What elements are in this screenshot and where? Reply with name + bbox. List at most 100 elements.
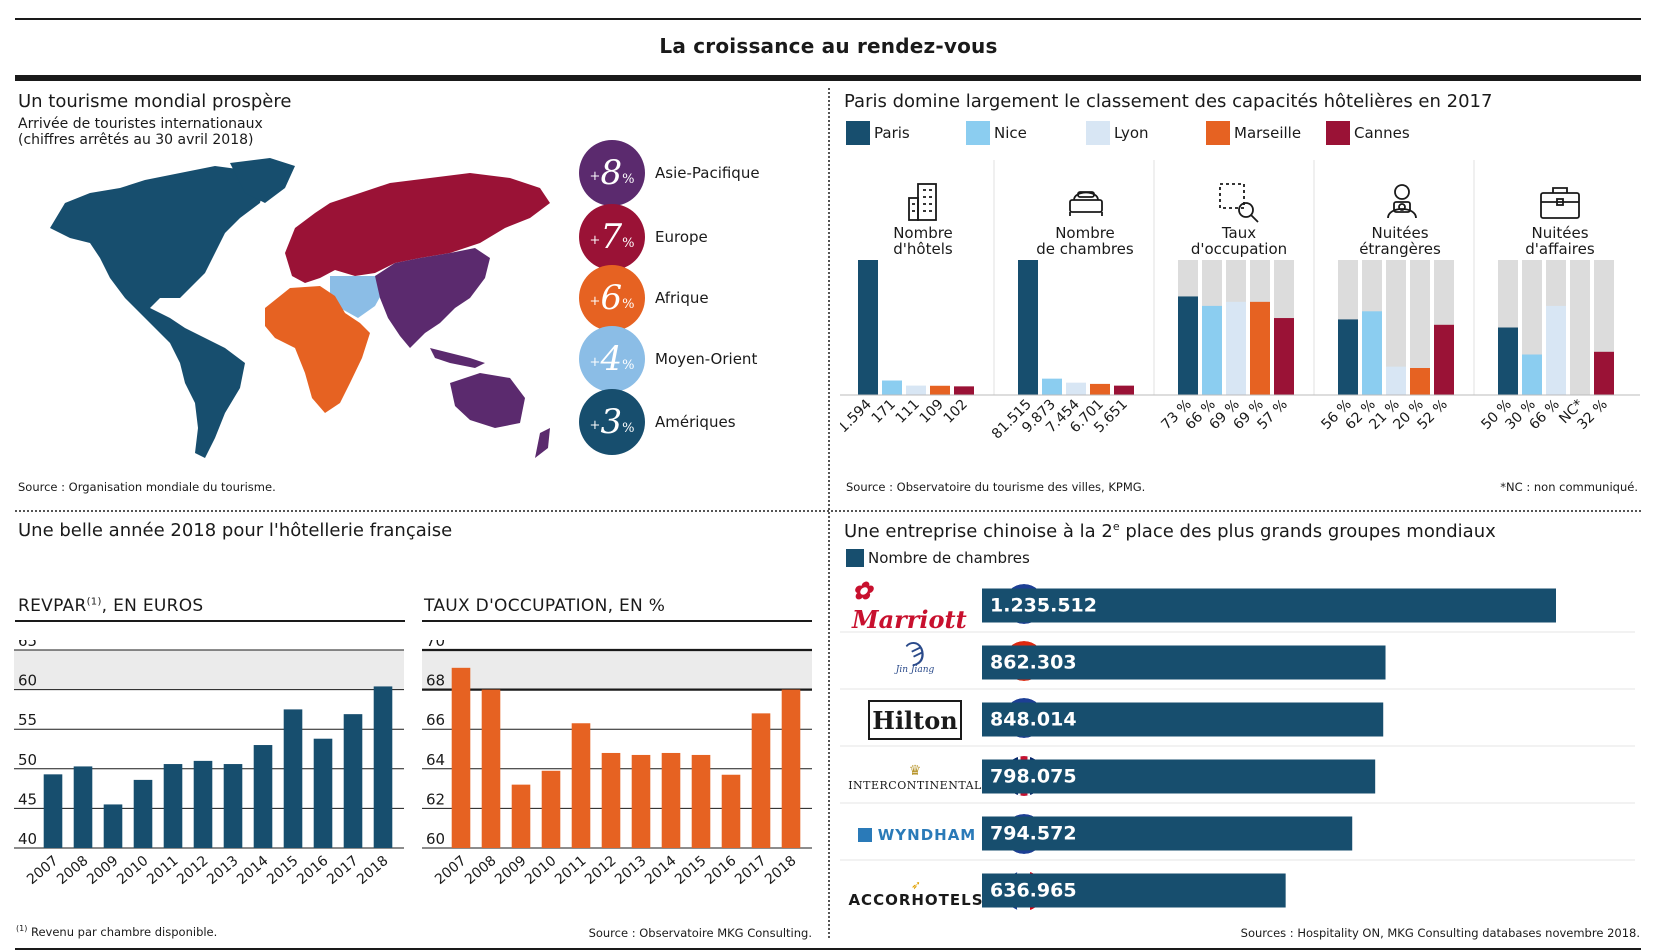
wyndham-mark-icon: [857, 828, 872, 842]
y-tick-label: 62: [426, 790, 445, 808]
panel4-title: Une entreprise chinoise à la 2e place de…: [844, 520, 1496, 542]
bar: [982, 759, 1376, 794]
percent-sign: %: [622, 171, 635, 187]
map-asia: [375, 248, 490, 348]
world-map: [50, 158, 550, 458]
x-tick-label: 2007: [432, 853, 470, 888]
bar: [1362, 311, 1382, 395]
region-ameriques: +3% Amériques: [579, 389, 736, 455]
map-greenland: [230, 158, 295, 203]
bar: [541, 770, 561, 848]
map-islands: [430, 348, 485, 368]
growth-value: 3: [600, 402, 623, 442]
title-sup: e: [1112, 520, 1120, 533]
bar: [73, 766, 93, 848]
bar: [1178, 296, 1198, 395]
legend-nice: Nice: [966, 121, 1027, 145]
bar: [481, 689, 501, 848]
x-tick-label: 2008: [54, 853, 92, 888]
category-label-chambres: Nombre de chambres: [1015, 225, 1155, 257]
bar: [906, 385, 926, 395]
bar: [103, 804, 123, 848]
percent-sign: %: [622, 296, 635, 312]
legend-nombre-chambres: Nombre de chambres: [846, 549, 1030, 567]
legend-swatch: [966, 121, 990, 145]
map-europe: [285, 173, 550, 283]
bar: [193, 760, 213, 848]
title-part: place des plus grands groupes mondiaux: [1119, 521, 1496, 542]
y-tick-label: 40: [18, 830, 37, 848]
bar: [691, 754, 711, 848]
revpar-footnote-mark: (1): [86, 596, 102, 608]
bar: [882, 380, 902, 395]
x-tick-label: 2016: [294, 853, 332, 888]
category-label-occupation: Taux d'occupation: [1169, 225, 1309, 257]
bar: [1114, 385, 1134, 395]
growth-value: 8: [600, 153, 623, 193]
legend-label: Lyon: [1114, 124, 1149, 142]
legend-swatch: [1326, 121, 1350, 145]
panel3-title: Une belle année 2018 pour l'hôtellerie f…: [18, 520, 453, 541]
x-tick-label: 2013: [204, 853, 242, 888]
bubble-moyen-orient: +4%: [579, 326, 645, 392]
region-label-moyen-orient: Moyen-Orient: [655, 350, 758, 368]
groups-chart: 1.235.512 862.303 848.014 798.075 794.572 636…: [840, 588, 1635, 908]
crown-icon: ♛: [908, 762, 922, 778]
occupation-title-rule: [422, 620, 812, 622]
category-line: d'affaires: [1525, 240, 1595, 258]
region-label-ameriques: Amériques: [655, 413, 736, 431]
bar: [631, 754, 651, 848]
x-tick-label: 2018: [354, 853, 392, 888]
legend-label: Marseille: [1234, 124, 1302, 142]
bar: [223, 764, 243, 848]
x-tick-label: 2017: [732, 853, 770, 888]
wyndham-logo: WYNDHAM: [852, 820, 982, 850]
growth-value: 6: [600, 278, 623, 318]
region-europe: +7% Europe: [579, 204, 708, 270]
y-tick-label: 60: [18, 672, 37, 690]
region-label-asia-pacific: Asie-Pacifique: [655, 164, 760, 182]
category-line: étrangères: [1359, 240, 1441, 258]
bar: [313, 738, 333, 848]
y-tick-label: 45: [18, 790, 37, 808]
bubble-europe: +7%: [579, 204, 645, 270]
plot-band: [422, 650, 812, 690]
category-line: Nuitées: [1531, 224, 1589, 242]
y-tick-label: 60: [426, 830, 445, 848]
logo-text: Hilton: [872, 705, 958, 735]
bar: [1498, 327, 1518, 395]
bar: [1386, 366, 1406, 395]
occupation-chart-title: TAUX D'OCCUPATION, EN %: [424, 596, 666, 616]
category-line: Nuitées: [1371, 224, 1429, 242]
x-tick-label: 2009: [84, 853, 122, 888]
bar: [1274, 318, 1294, 395]
bar-background: [1410, 260, 1430, 395]
category-line: d'occupation: [1190, 240, 1288, 258]
footnote-text: Revenu par chambre disponible.: [27, 924, 218, 939]
bar: [373, 686, 393, 848]
x-tick-label: 2012: [582, 853, 620, 888]
revpar-title-rule: [15, 620, 405, 622]
x-tick-label: 2012: [174, 853, 212, 888]
bar-background: [1386, 260, 1406, 395]
x-tick-label: 2008: [462, 853, 500, 888]
plus-sign: +: [589, 417, 601, 433]
data-label: 171: [869, 397, 899, 427]
y-tick-label: 64: [426, 751, 445, 769]
bar-background: [1570, 260, 1590, 395]
region-moyen-orient: +4% Moyen-Orient: [579, 326, 757, 392]
map-middle-east: [330, 276, 385, 318]
bar: [751, 713, 771, 848]
data-label: 862.303: [990, 652, 1077, 674]
bar: [1018, 260, 1038, 395]
y-tick-label: 68: [426, 672, 445, 690]
x-tick-label: 2011: [144, 853, 182, 888]
bar: [1202, 305, 1222, 395]
legend-paris: Paris: [846, 121, 910, 145]
logo-text: WYNDHAM: [877, 826, 977, 844]
title-part: Une entreprise chinoise à la 2: [844, 521, 1113, 542]
category-label-affaires: Nuitées d'affaires: [1490, 225, 1630, 257]
bar: [1522, 354, 1542, 395]
legend-label: Nombre de chambres: [868, 549, 1030, 567]
bar: [721, 774, 741, 848]
